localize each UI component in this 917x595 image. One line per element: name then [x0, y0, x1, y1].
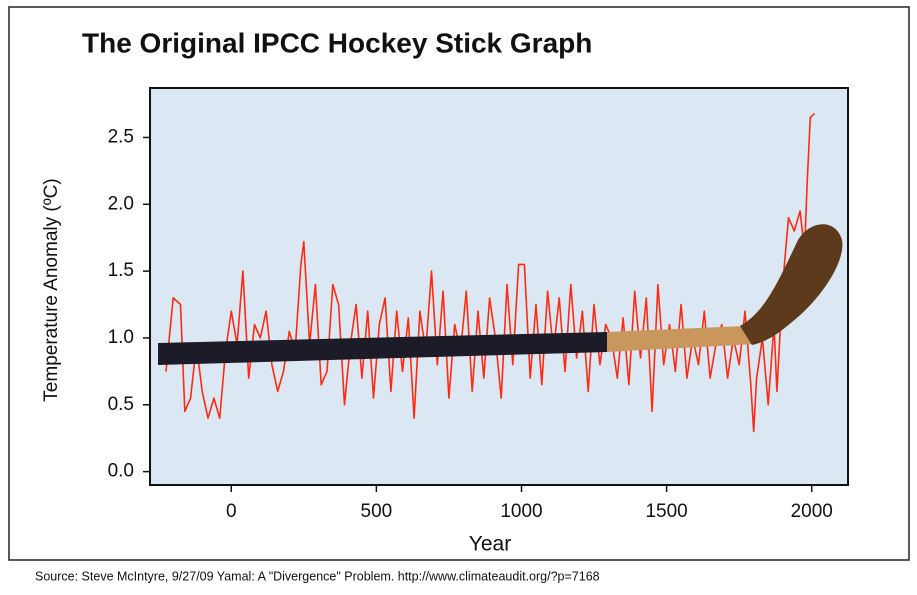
plot-area	[149, 87, 849, 486]
x-tick-label: 500	[361, 501, 393, 522]
y-axis-label: Temperature Anomaly (ºC)	[41, 178, 62, 401]
stick-shaft	[607, 326, 755, 352]
hockey-stick	[158, 224, 843, 365]
y-tick-label: 1.0	[108, 327, 134, 348]
y-tick-label: 0.5	[108, 394, 134, 415]
chart-title: The Original IPCC Hockey Stick Graph	[82, 27, 592, 58]
y-tick-label: 0.0	[108, 461, 134, 482]
stick-blade	[740, 224, 843, 345]
x-axis-label: Year	[469, 533, 511, 556]
x-tick-label: 0	[226, 501, 237, 522]
y-tick-label: 2.5	[108, 126, 134, 147]
source-note: Source: Steve McIntyre, 9/27/09 Yamal: A…	[35, 569, 600, 583]
x-tick-label: 1000	[500, 501, 542, 522]
x-tick-label: 1500	[645, 501, 687, 522]
y-tick-label: 2.0	[108, 193, 134, 214]
stick-shaft-tape	[158, 332, 607, 365]
y-tick-label: 1.5	[108, 260, 134, 281]
x-tick-label: 2000	[791, 501, 833, 522]
